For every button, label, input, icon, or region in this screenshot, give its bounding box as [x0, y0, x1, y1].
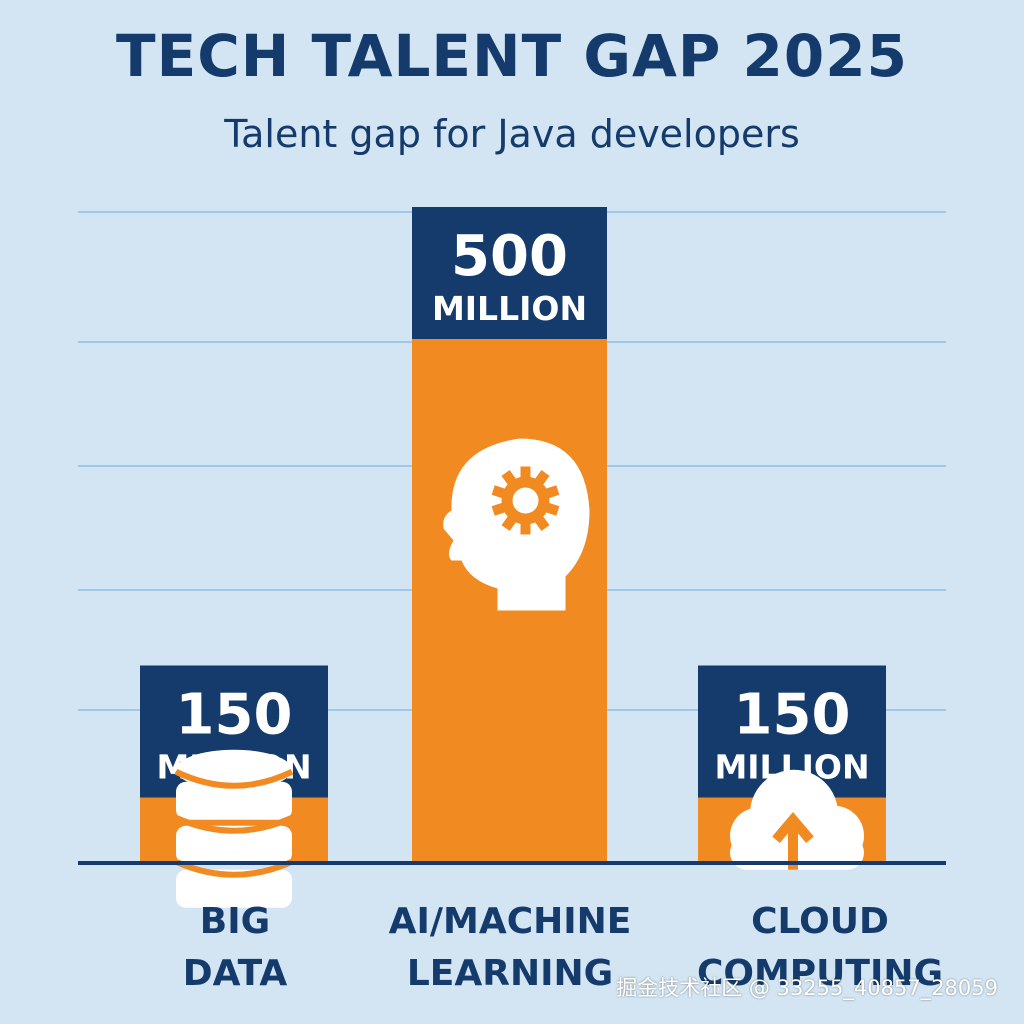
value-label-big-data: 150 — [176, 683, 293, 748]
unit-label-ai-machine-learning: MILLION — [432, 289, 587, 328]
category-label-big-data: BIG DATA — [182, 901, 288, 994]
category-label-cloud-computing: CLOUD COMPUTING — [696, 901, 944, 994]
chart-title: TECH TALENT GAP 2025 — [116, 22, 908, 90]
brain-gear-icon — [443, 438, 590, 611]
watermark: 掘金技术社区 @ 33255_40857_28059 — [616, 976, 998, 1000]
value-label-ai-machine-learning: 500 — [451, 224, 568, 289]
chart-subtitle: Talent gap for Java developers — [224, 112, 800, 156]
value-box-ai-machine-learning — [412, 207, 607, 339]
value-label-cloud-computing: 150 — [734, 683, 851, 748]
category-label-ai-machine-learning: AI/MACHINE LEARNING — [388, 901, 632, 994]
database-icon — [174, 749, 294, 908]
